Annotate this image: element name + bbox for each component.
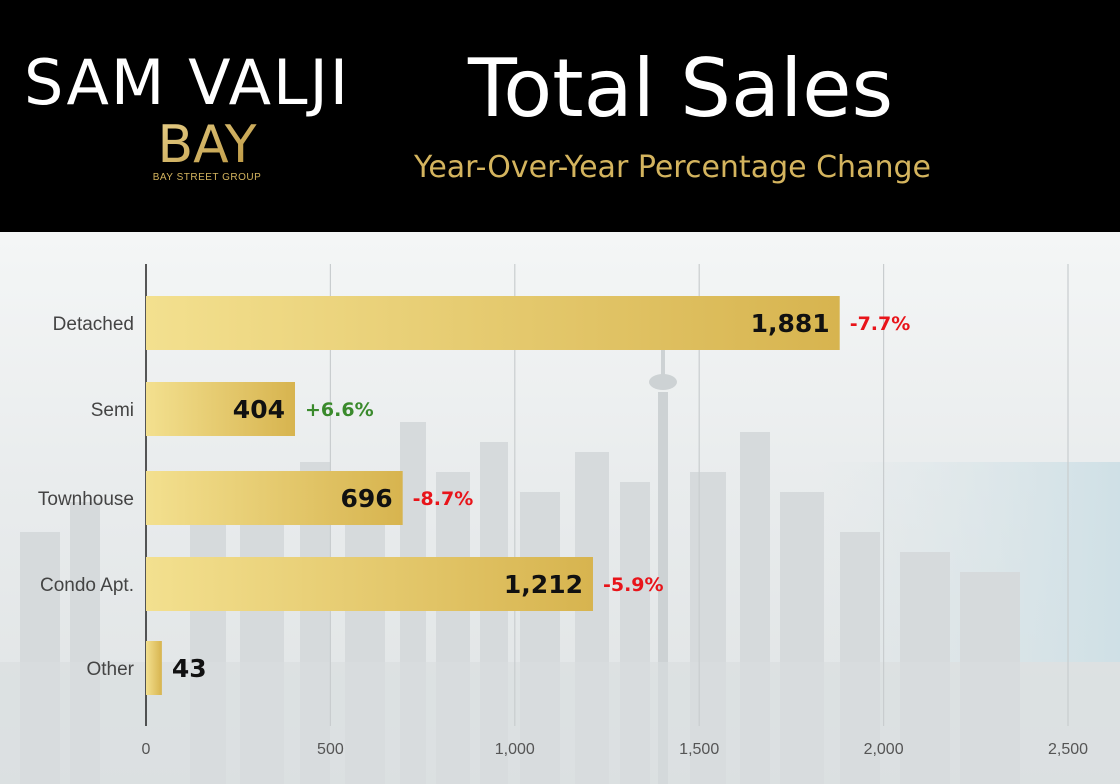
bar — [146, 557, 593, 611]
yoy-change-label: -8.7% — [413, 488, 474, 510]
yoy-change-label: -5.9% — [603, 574, 664, 596]
category-label: Other — [86, 659, 134, 680]
bar — [146, 641, 162, 695]
category-label: Condo Apt. — [40, 575, 134, 596]
yoy-change-label: +6.6% — [305, 399, 374, 421]
bay-logo-mark: BAY — [158, 118, 257, 168]
bar — [146, 296, 840, 350]
bay-logo: BAY BAY STREET GROUP — [140, 118, 274, 183]
chart-title: Total Sales — [468, 42, 894, 135]
yoy-change-label: -7.7% — [850, 313, 911, 335]
value-label: 1,212 — [504, 570, 583, 599]
bars: Detached 1,881 -7.7% Semi 404 +6.6% Townhouse 6… — [38, 296, 910, 695]
x-tick-label: 2,500 — [1048, 741, 1088, 758]
logo-text: BAY — [158, 118, 257, 168]
category-label: Detached — [53, 314, 134, 335]
chart-subtitle: Year-Over-Year Percentage Change — [414, 150, 931, 185]
category-label: Townhouse — [38, 489, 134, 510]
logo-subtitle: BAY STREET GROUP — [152, 172, 262, 183]
value-label: 696 — [340, 484, 392, 513]
x-tick-label: 1,000 — [495, 741, 535, 758]
value-label: 404 — [233, 395, 285, 424]
x-tick-label: 1,500 — [679, 741, 719, 758]
brand-name: SAM VALJI — [24, 46, 351, 119]
x-tick-label: 500 — [317, 741, 344, 758]
category-label: Semi — [91, 400, 134, 421]
x-tick-label: 2,000 — [864, 741, 904, 758]
header-banner: SAM VALJI BAY BAY STREET GROUP Total Sal… — [0, 0, 1120, 232]
bar — [146, 471, 403, 525]
x-axis-ticks: 0 500 1,000 1,500 2,000 2,500 — [142, 741, 1089, 758]
value-label: 43 — [172, 654, 207, 683]
bar-chart: Detached 1,881 -7.7% Semi 404 +6.6% Townhouse 6… — [38, 264, 1089, 758]
bar — [146, 382, 295, 436]
value-label: 1,881 — [751, 309, 830, 338]
x-tick-label: 0 — [142, 741, 151, 758]
